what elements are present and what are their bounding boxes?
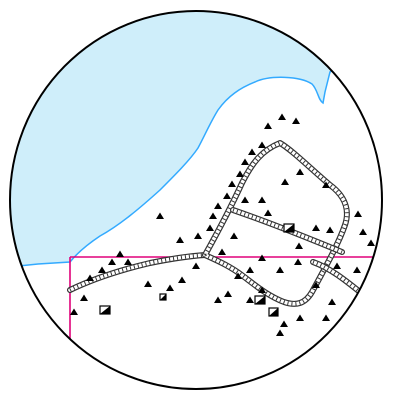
railway-segment-1 <box>67 252 208 293</box>
terrain-triangle-19 <box>86 274 94 281</box>
terrain-triangle-40 <box>258 286 266 293</box>
terrain-triangle-15 <box>156 212 164 219</box>
terrain-triangle-16 <box>116 250 124 257</box>
terrain-triangle-9 <box>223 192 231 199</box>
terrain-triangle-10 <box>214 202 222 209</box>
terrain-triangle-3 <box>264 122 272 129</box>
terrain-triangle-42 <box>241 196 249 203</box>
terrain-triangle-5 <box>248 148 256 155</box>
terrain-triangle-43 <box>258 196 266 203</box>
terrain-triangle-38 <box>280 320 288 327</box>
railway-network <box>67 140 363 307</box>
terrain-triangle-26 <box>192 262 200 269</box>
terrain-triangle-30 <box>246 266 254 273</box>
terrain-triangle-52 <box>367 239 375 246</box>
terrain-triangle-37 <box>296 314 304 321</box>
terrain-triangle-53 <box>333 262 341 269</box>
terrain-triangle-35 <box>328 298 336 305</box>
terrain-triangle-24 <box>166 284 174 291</box>
terrain-triangle-17 <box>108 258 116 265</box>
terrain-triangle-4 <box>258 141 266 148</box>
terrain-triangle-1 <box>278 113 286 120</box>
terrain-triangle-57 <box>218 248 226 255</box>
terrain-triangle-7 <box>236 170 244 177</box>
building-3[interactable] <box>254 295 266 305</box>
terrain-triangle-21 <box>70 308 78 315</box>
terrain-triangle-13 <box>194 232 202 239</box>
terrain-triangle-33 <box>294 258 302 265</box>
building-1[interactable] <box>99 305 111 315</box>
terrain-triangle-25 <box>178 276 186 283</box>
terrain-triangle-45 <box>281 178 289 185</box>
terrain-triangle-55 <box>295 242 303 249</box>
railway-segment-4 <box>310 259 363 295</box>
terrain-markers <box>70 113 375 336</box>
terrain-triangle-54 <box>353 266 361 273</box>
terrain-triangle-23 <box>144 280 152 287</box>
terrain-triangle-32 <box>276 266 284 273</box>
terrain-triangle-46 <box>296 168 304 175</box>
lake-water[interactable] <box>0 0 406 269</box>
terrain-triangle-29 <box>234 272 242 279</box>
terrain-triangle-28 <box>224 290 232 297</box>
terrain-triangle-41 <box>246 296 254 303</box>
terrain-triangle-27 <box>214 296 222 303</box>
terrain-triangle-49 <box>326 226 334 233</box>
terrain-triangle-56 <box>230 232 238 239</box>
terrain-triangle-20 <box>80 294 88 301</box>
terrain-triangle-18 <box>98 266 106 273</box>
terrain-triangle-14 <box>176 236 184 243</box>
terrain-triangle-39 <box>276 329 284 336</box>
terrain-triangle-31 <box>258 254 266 261</box>
terrain-triangle-12 <box>206 224 214 231</box>
terrain-triangle-44 <box>264 209 272 216</box>
terrain-triangle-6 <box>241 158 249 165</box>
terrain-triangle-36 <box>322 314 330 321</box>
terrain-triangle-22 <box>124 258 132 265</box>
building-5[interactable] <box>283 223 295 233</box>
terrain-triangle-2 <box>292 117 300 124</box>
building-4[interactable] <box>268 307 279 317</box>
building-2[interactable] <box>159 293 167 301</box>
terrain-triangle-51 <box>359 228 367 235</box>
terrain-triangle-8 <box>228 180 236 187</box>
map-frame <box>9 10 383 390</box>
terrain-triangle-34 <box>312 281 320 288</box>
buildings <box>99 223 295 317</box>
railway-segment-3 <box>230 207 345 255</box>
terrain-triangle-47 <box>322 181 330 188</box>
terrain-triangle-50 <box>354 210 362 217</box>
terrain-triangle-48 <box>312 224 320 231</box>
terrain-triangle-11 <box>209 212 217 219</box>
railway-segment-2 <box>202 140 350 307</box>
